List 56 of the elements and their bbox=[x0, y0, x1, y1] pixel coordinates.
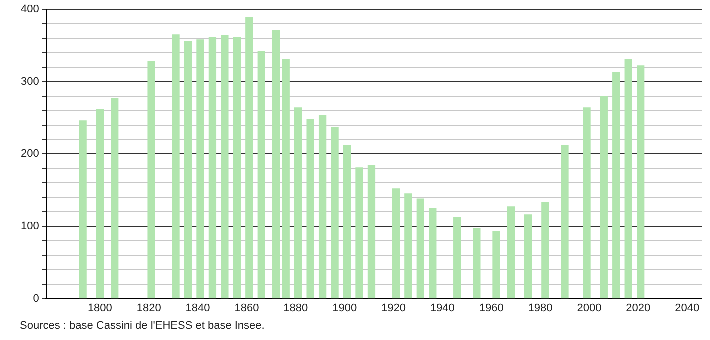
bar bbox=[473, 228, 481, 299]
bar bbox=[172, 34, 180, 299]
bar bbox=[282, 59, 290, 299]
bar bbox=[272, 30, 280, 299]
bar bbox=[331, 127, 339, 299]
y-tick-label: 0 bbox=[33, 292, 40, 305]
bar bbox=[492, 231, 500, 299]
bar bbox=[79, 120, 87, 299]
bar bbox=[368, 165, 376, 299]
x-tick-label: 1820 bbox=[136, 302, 162, 314]
x-tick-label: 1940 bbox=[430, 302, 455, 314]
y-tick-label: 100 bbox=[20, 220, 40, 233]
bar bbox=[404, 194, 412, 299]
x-tick-label: 1800 bbox=[88, 302, 112, 314]
x-tick-label: 1920 bbox=[382, 302, 406, 314]
x-tick-label: 1860 bbox=[234, 302, 260, 314]
bar bbox=[624, 59, 632, 299]
bar bbox=[561, 145, 569, 299]
bar bbox=[600, 96, 608, 299]
bar bbox=[221, 35, 229, 299]
x-tick-label: 1900 bbox=[332, 302, 358, 314]
bar bbox=[416, 198, 424, 299]
bar bbox=[294, 108, 302, 299]
bar bbox=[306, 119, 314, 299]
y-tick-label: 200 bbox=[20, 148, 40, 160]
bar bbox=[111, 98, 119, 299]
bar bbox=[208, 37, 217, 299]
bar bbox=[233, 37, 242, 299]
bar bbox=[184, 41, 192, 299]
bar bbox=[343, 145, 352, 299]
x-tick-label: 2040 bbox=[675, 302, 700, 314]
bar bbox=[429, 208, 437, 299]
bar bbox=[612, 72, 620, 299]
bar bbox=[246, 17, 254, 299]
bar bbox=[507, 206, 516, 299]
source-note: Sources : base Cassini de l'EHESS et base Insee. bbox=[20, 320, 265, 332]
x-tick-label: 2020 bbox=[626, 302, 651, 314]
bar bbox=[318, 116, 327, 299]
bar bbox=[148, 61, 156, 299]
bar bbox=[96, 109, 104, 299]
bar bbox=[524, 214, 532, 299]
bar bbox=[356, 168, 364, 299]
x-tick-label: 1980 bbox=[528, 302, 553, 314]
bar bbox=[637, 66, 645, 299]
bar bbox=[583, 108, 591, 299]
bar bbox=[542, 202, 550, 299]
x-tick-label: 1840 bbox=[186, 302, 210, 314]
bar bbox=[196, 40, 204, 299]
bar bbox=[392, 188, 400, 299]
x-tick-label: 1880 bbox=[284, 302, 308, 314]
y-tick-label: 400 bbox=[20, 4, 40, 16]
bar bbox=[258, 51, 266, 299]
bar bbox=[454, 217, 462, 299]
x-tick-label: 1960 bbox=[479, 302, 504, 314]
y-tick-label: 300 bbox=[20, 76, 40, 88]
x-tick-label: 2000 bbox=[577, 302, 602, 314]
